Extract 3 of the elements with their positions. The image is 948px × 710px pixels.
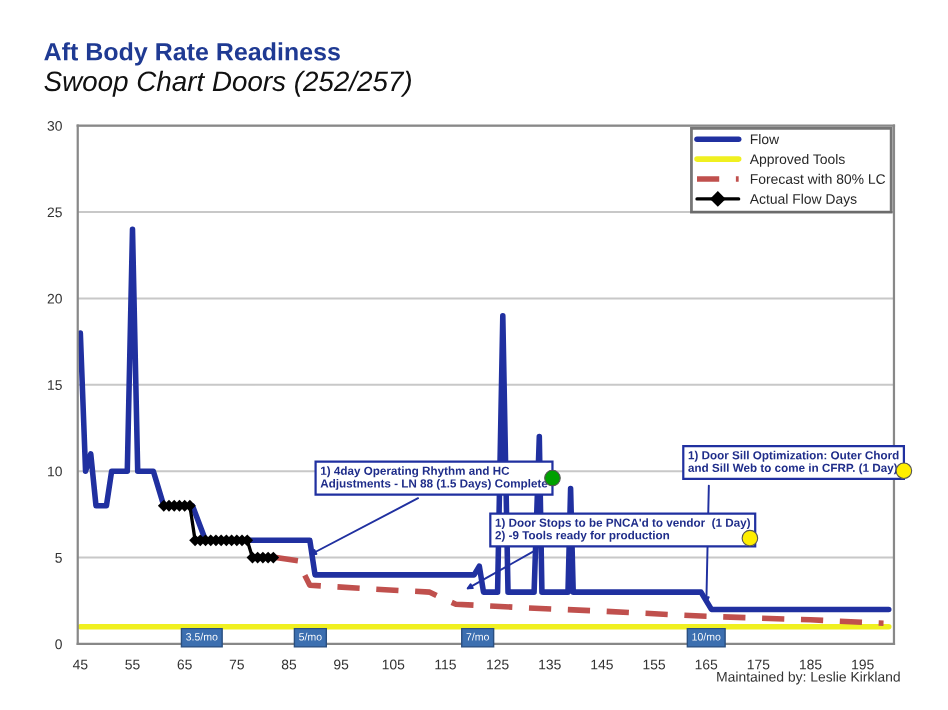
chart-title: Aft Body Rate Readiness: [44, 42, 340, 66]
chart-subtitle: Swoop Chart Doors (252/257): [44, 70, 411, 97]
line-series: [273, 554, 887, 627]
